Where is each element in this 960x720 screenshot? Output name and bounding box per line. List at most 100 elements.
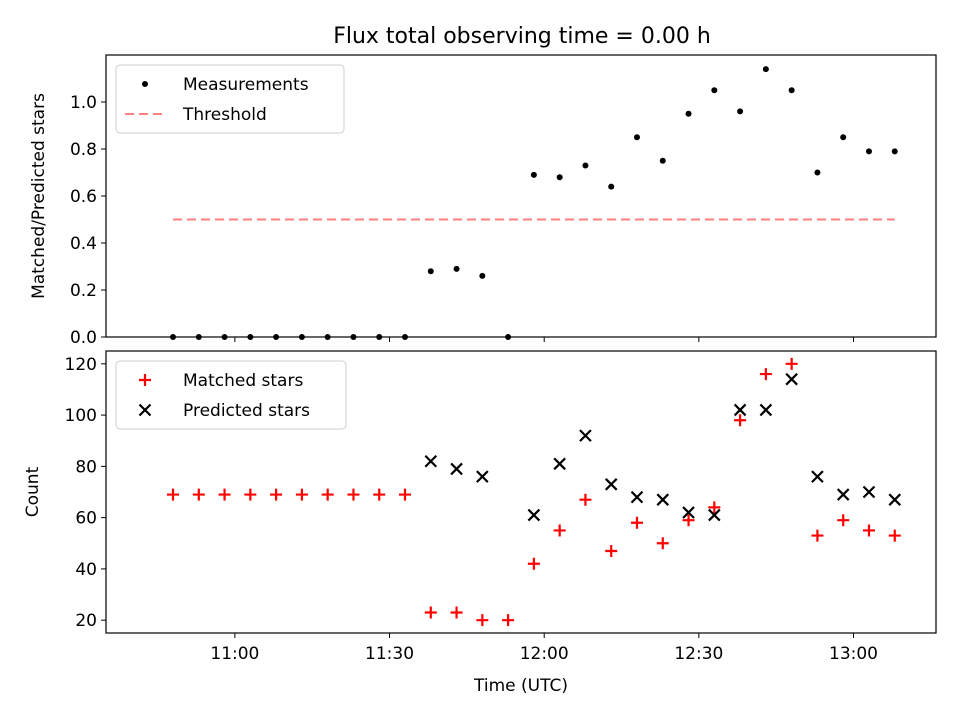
y-axis-label: Matched/Predicted stars — [29, 93, 49, 299]
measurement-point — [814, 169, 821, 176]
y-tick-label: 0.8 — [70, 140, 97, 160]
measurement-point — [762, 66, 769, 73]
measurement-point — [556, 174, 563, 181]
matched-point — [527, 557, 540, 570]
chart-title: Flux total observing time = 0.00 h — [333, 24, 711, 49]
measurement-point — [505, 334, 512, 340]
matched-point — [785, 357, 798, 370]
measurement-point — [582, 162, 589, 169]
y-tick-label: 120 — [65, 355, 97, 375]
legend-label: Matched stars — [183, 371, 303, 391]
predicted-point — [785, 372, 798, 386]
matched-point — [476, 614, 489, 627]
legend-label: Measurements — [183, 75, 309, 95]
matched-point — [502, 614, 515, 627]
measurement-point — [427, 268, 434, 275]
measurement-point — [273, 334, 280, 340]
matched-point — [347, 488, 360, 501]
matched-point — [630, 516, 643, 529]
y-tick-label: 0.2 — [70, 281, 97, 301]
legend-box — [115, 360, 347, 430]
matched-point — [270, 488, 283, 501]
matched-point — [321, 488, 334, 501]
matched-point — [656, 537, 669, 550]
legend-label: Threshold — [182, 105, 267, 125]
x-tick-label: 11:30 — [365, 644, 414, 664]
matched-point — [553, 524, 566, 537]
matched-point — [192, 488, 205, 501]
predicted-point — [682, 506, 695, 519]
predicted-point — [553, 457, 566, 471]
measurement-point — [685, 110, 692, 117]
y-tick-label: 40 — [75, 560, 97, 580]
y-tick-label: 100 — [65, 406, 97, 426]
y-tick-label: 1.0 — [70, 93, 97, 113]
matched-point — [888, 529, 901, 542]
matched-point — [734, 414, 747, 427]
x-tick-label: 12:30 — [674, 644, 723, 664]
predicted-point — [476, 470, 489, 483]
y-tick-label: 0.0 — [70, 328, 97, 348]
legend-label: Predicted stars — [183, 401, 310, 421]
matched-point — [862, 524, 875, 537]
ratio-panel: 0.0 0.2 0.4 0.6 0.8 1.0 Matched/Predicted star… — [29, 54, 937, 348]
measurement-point — [170, 334, 177, 340]
matched-point — [605, 544, 618, 557]
predicted-point — [656, 493, 670, 506]
measurement-point — [402, 334, 409, 340]
measurement-point — [350, 334, 357, 340]
matched-point — [399, 488, 412, 501]
legend-marker — [139, 374, 151, 386]
predicted-point — [630, 490, 644, 504]
legend-marker — [138, 403, 152, 417]
predicted-point — [836, 488, 850, 501]
measurement-point — [479, 272, 486, 279]
predicted-point — [708, 508, 721, 522]
measurement-point — [711, 87, 718, 94]
predicted-point — [579, 429, 592, 442]
count-panel: 20 40 60 80 100 120 11:00 11:30 12:00 12:30 13:00 C… — [23, 350, 937, 696]
matched-point — [450, 606, 463, 619]
matched-point — [244, 488, 257, 501]
predicted-point — [424, 454, 438, 468]
predicted-point — [527, 508, 541, 522]
x-tick-label: 12:00 — [520, 644, 569, 664]
predicted-point — [811, 470, 824, 483]
measurement-point — [298, 334, 305, 340]
x-tick-label: 11:00 — [210, 644, 259, 664]
axes-frame — [105, 350, 937, 634]
matched-point — [167, 488, 180, 501]
matched-point — [708, 501, 721, 514]
predicted-point — [604, 478, 618, 491]
predicted-point — [733, 403, 747, 417]
matched-point — [579, 493, 592, 506]
y-axis-label: Count — [23, 466, 43, 517]
measurement-point — [530, 171, 537, 178]
measurement-point — [195, 334, 202, 340]
y-tick-label: 0.4 — [70, 234, 97, 254]
matched-point — [811, 529, 824, 542]
matched-point — [295, 488, 308, 501]
matched-point — [373, 488, 386, 501]
measurement-point — [453, 265, 460, 272]
measurement-point — [247, 334, 254, 340]
matched-point — [424, 606, 437, 619]
measurement-point — [659, 157, 666, 164]
measurement-point — [633, 134, 640, 141]
measurement-point — [376, 334, 383, 340]
y-tick-label: 80 — [75, 457, 97, 477]
x-axis-label: Time (UTC) — [473, 676, 568, 696]
matched-point — [682, 514, 695, 527]
matched-point — [837, 514, 850, 527]
legend-box — [115, 64, 345, 134]
measurement-point — [865, 148, 872, 155]
measurement-point — [840, 134, 847, 141]
matched-point — [218, 488, 231, 501]
legend-marker — [142, 81, 148, 87]
measurement-point — [737, 108, 744, 115]
y-tick-label: 60 — [75, 509, 97, 529]
measurement-point — [324, 334, 331, 340]
y-tick-label: 20 — [75, 611, 97, 631]
y-tick-label: 0.6 — [70, 187, 97, 207]
